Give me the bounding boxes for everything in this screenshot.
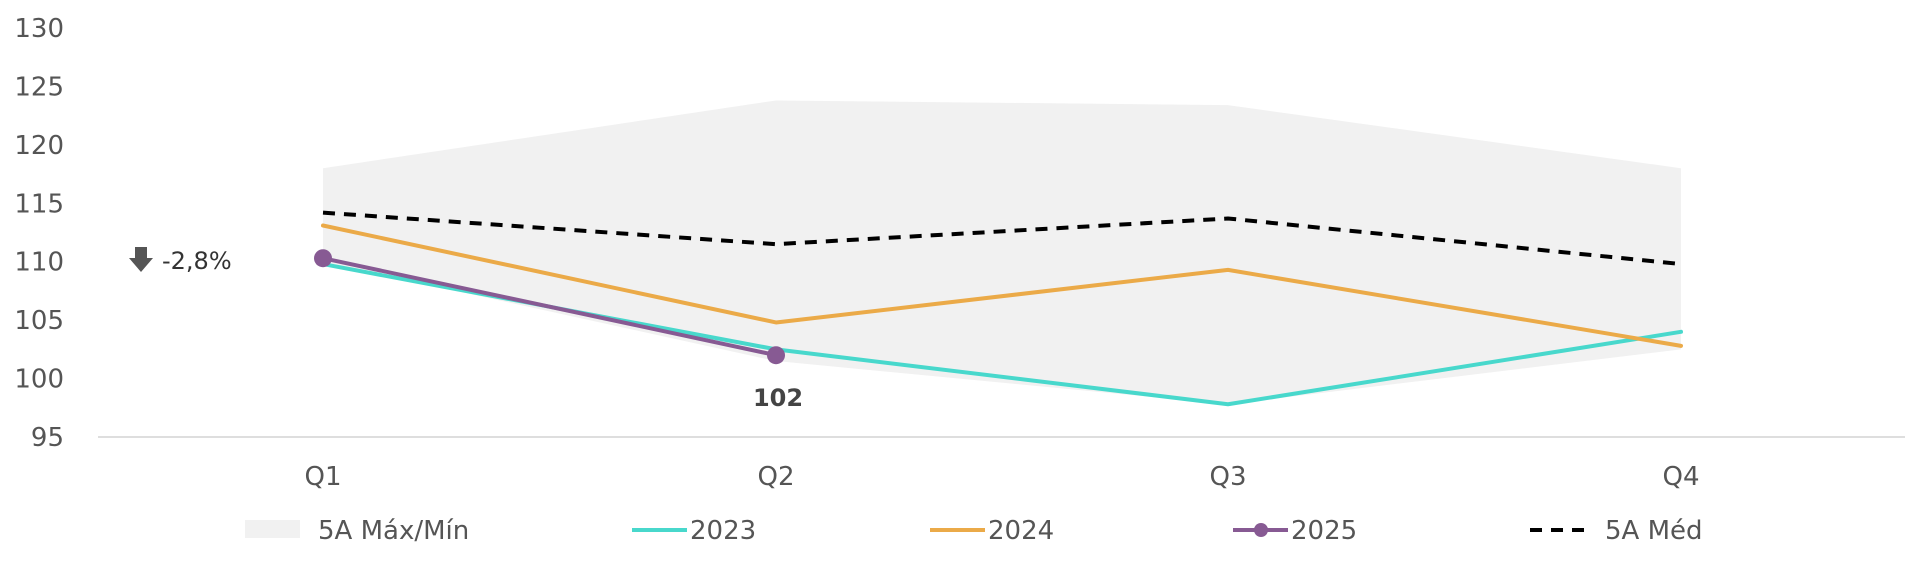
legend-item-band: 5A Máx/Mín [245,516,469,546]
y-tick-label: 115 [14,189,64,219]
y-tick-label: 120 [14,131,64,161]
legend-item-2024: 2024 [930,516,1054,546]
x-tick-label: Q3 [1209,462,1246,492]
series-line-2025 [321,256,778,358]
x-tick-label: Q4 [1662,462,1699,492]
x-tick-label: Q2 [757,462,794,492]
series-line-5a-m-d [322,210,1682,267]
y-axis: 95 100 105 110 115 120 125 130 [14,14,64,453]
legend: 5A Máx/Mín 2023 2024 2025 5A Méd [245,516,1703,546]
legend-item-2025: 2025 [1233,516,1357,546]
y-tick-label: 105 [14,306,64,336]
legend-item-2023: 2023 [632,516,756,546]
last-value-label: 102 [753,384,803,412]
legend-marker [1254,523,1268,537]
y-tick-label: 110 [14,248,64,278]
legend-label: 2024 [988,516,1054,546]
legend-swatch-band [245,520,300,538]
series-line-2024 [321,223,1683,348]
legend-label: 2025 [1291,516,1357,546]
legend-label-band: 5A Máx/Mín [318,516,469,546]
change-annotation: -2,8% [129,247,232,275]
y-tick-label: 125 [14,72,64,102]
y-tick-label: 95 [31,423,64,453]
arrow-down-icon [129,247,153,272]
legend-label: 5A Méd [1605,516,1703,546]
series-point-2025 [314,249,332,268]
annotations: -2,8% 102 [129,247,803,412]
x-axis: Q1 Q2 Q3 Q4 [304,462,1699,492]
band-layer [323,100,1681,405]
y-tick-label: 100 [14,365,64,395]
legend-item-5a-m-d: 5A Méd [1530,516,1703,546]
x-tick-label: Q1 [304,462,341,492]
y-tick-label: 130 [14,14,64,44]
series-point-2025 [767,346,785,365]
change-label: -2,8% [162,247,232,275]
band-max-min [323,100,1681,405]
legend-label: 2023 [690,516,756,546]
series-layer [314,210,1683,407]
